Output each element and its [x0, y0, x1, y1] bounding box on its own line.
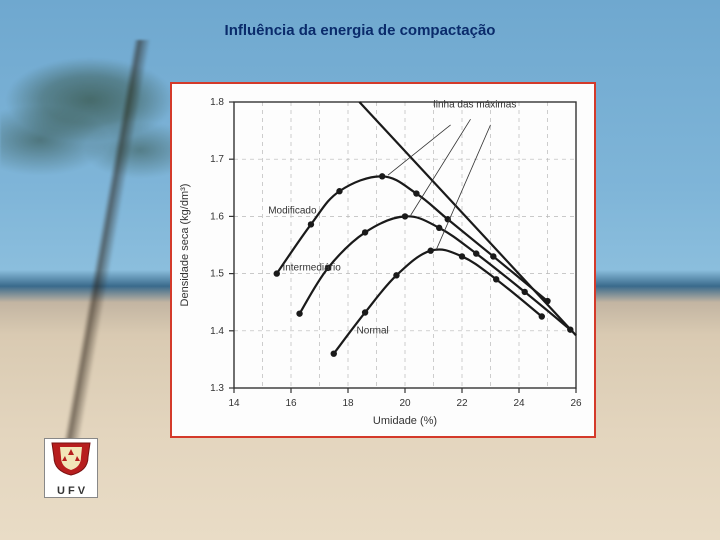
svg-text:Densidade seca (kg/dm³): Densidade seca (kg/dm³) — [179, 184, 191, 307]
svg-text:1.5: 1.5 — [210, 269, 224, 280]
svg-text:1.3: 1.3 — [210, 383, 224, 394]
ufv-logo: U F V — [44, 438, 98, 498]
svg-text:1.6: 1.6 — [210, 211, 224, 222]
compaction-chart-panel: 14 16 18 20 22 24 26 1.3 1.4 1.5 1.6 1.7 1.8 Umidade … — [170, 82, 596, 438]
svg-text:18: 18 — [342, 398, 354, 409]
svg-text:1.8: 1.8 — [210, 97, 224, 108]
compaction-chart: 14 16 18 20 22 24 26 1.3 1.4 1.5 1.6 1.7 1.8 Umidade … — [172, 84, 594, 436]
svg-text:linha das máximas: linha das máximas — [434, 100, 517, 111]
svg-text:1.4: 1.4 — [210, 326, 224, 337]
svg-text:Modificado: Modificado — [268, 206, 317, 217]
svg-text:20: 20 — [399, 398, 411, 409]
svg-text:22: 22 — [456, 398, 468, 409]
svg-text:14: 14 — [228, 398, 240, 409]
shield-icon — [48, 441, 94, 477]
svg-text:24: 24 — [513, 398, 525, 409]
svg-text:Umidade (%): Umidade (%) — [373, 415, 437, 427]
slide-title: Influência da energia de compactação — [0, 22, 720, 39]
logo-text: U F V — [57, 485, 85, 497]
svg-text:16: 16 — [285, 398, 297, 409]
svg-text:Intermediário: Intermediário — [282, 263, 341, 274]
svg-text:Normal: Normal — [357, 326, 389, 337]
svg-text:1.7: 1.7 — [210, 154, 224, 165]
svg-text:26: 26 — [570, 398, 582, 409]
